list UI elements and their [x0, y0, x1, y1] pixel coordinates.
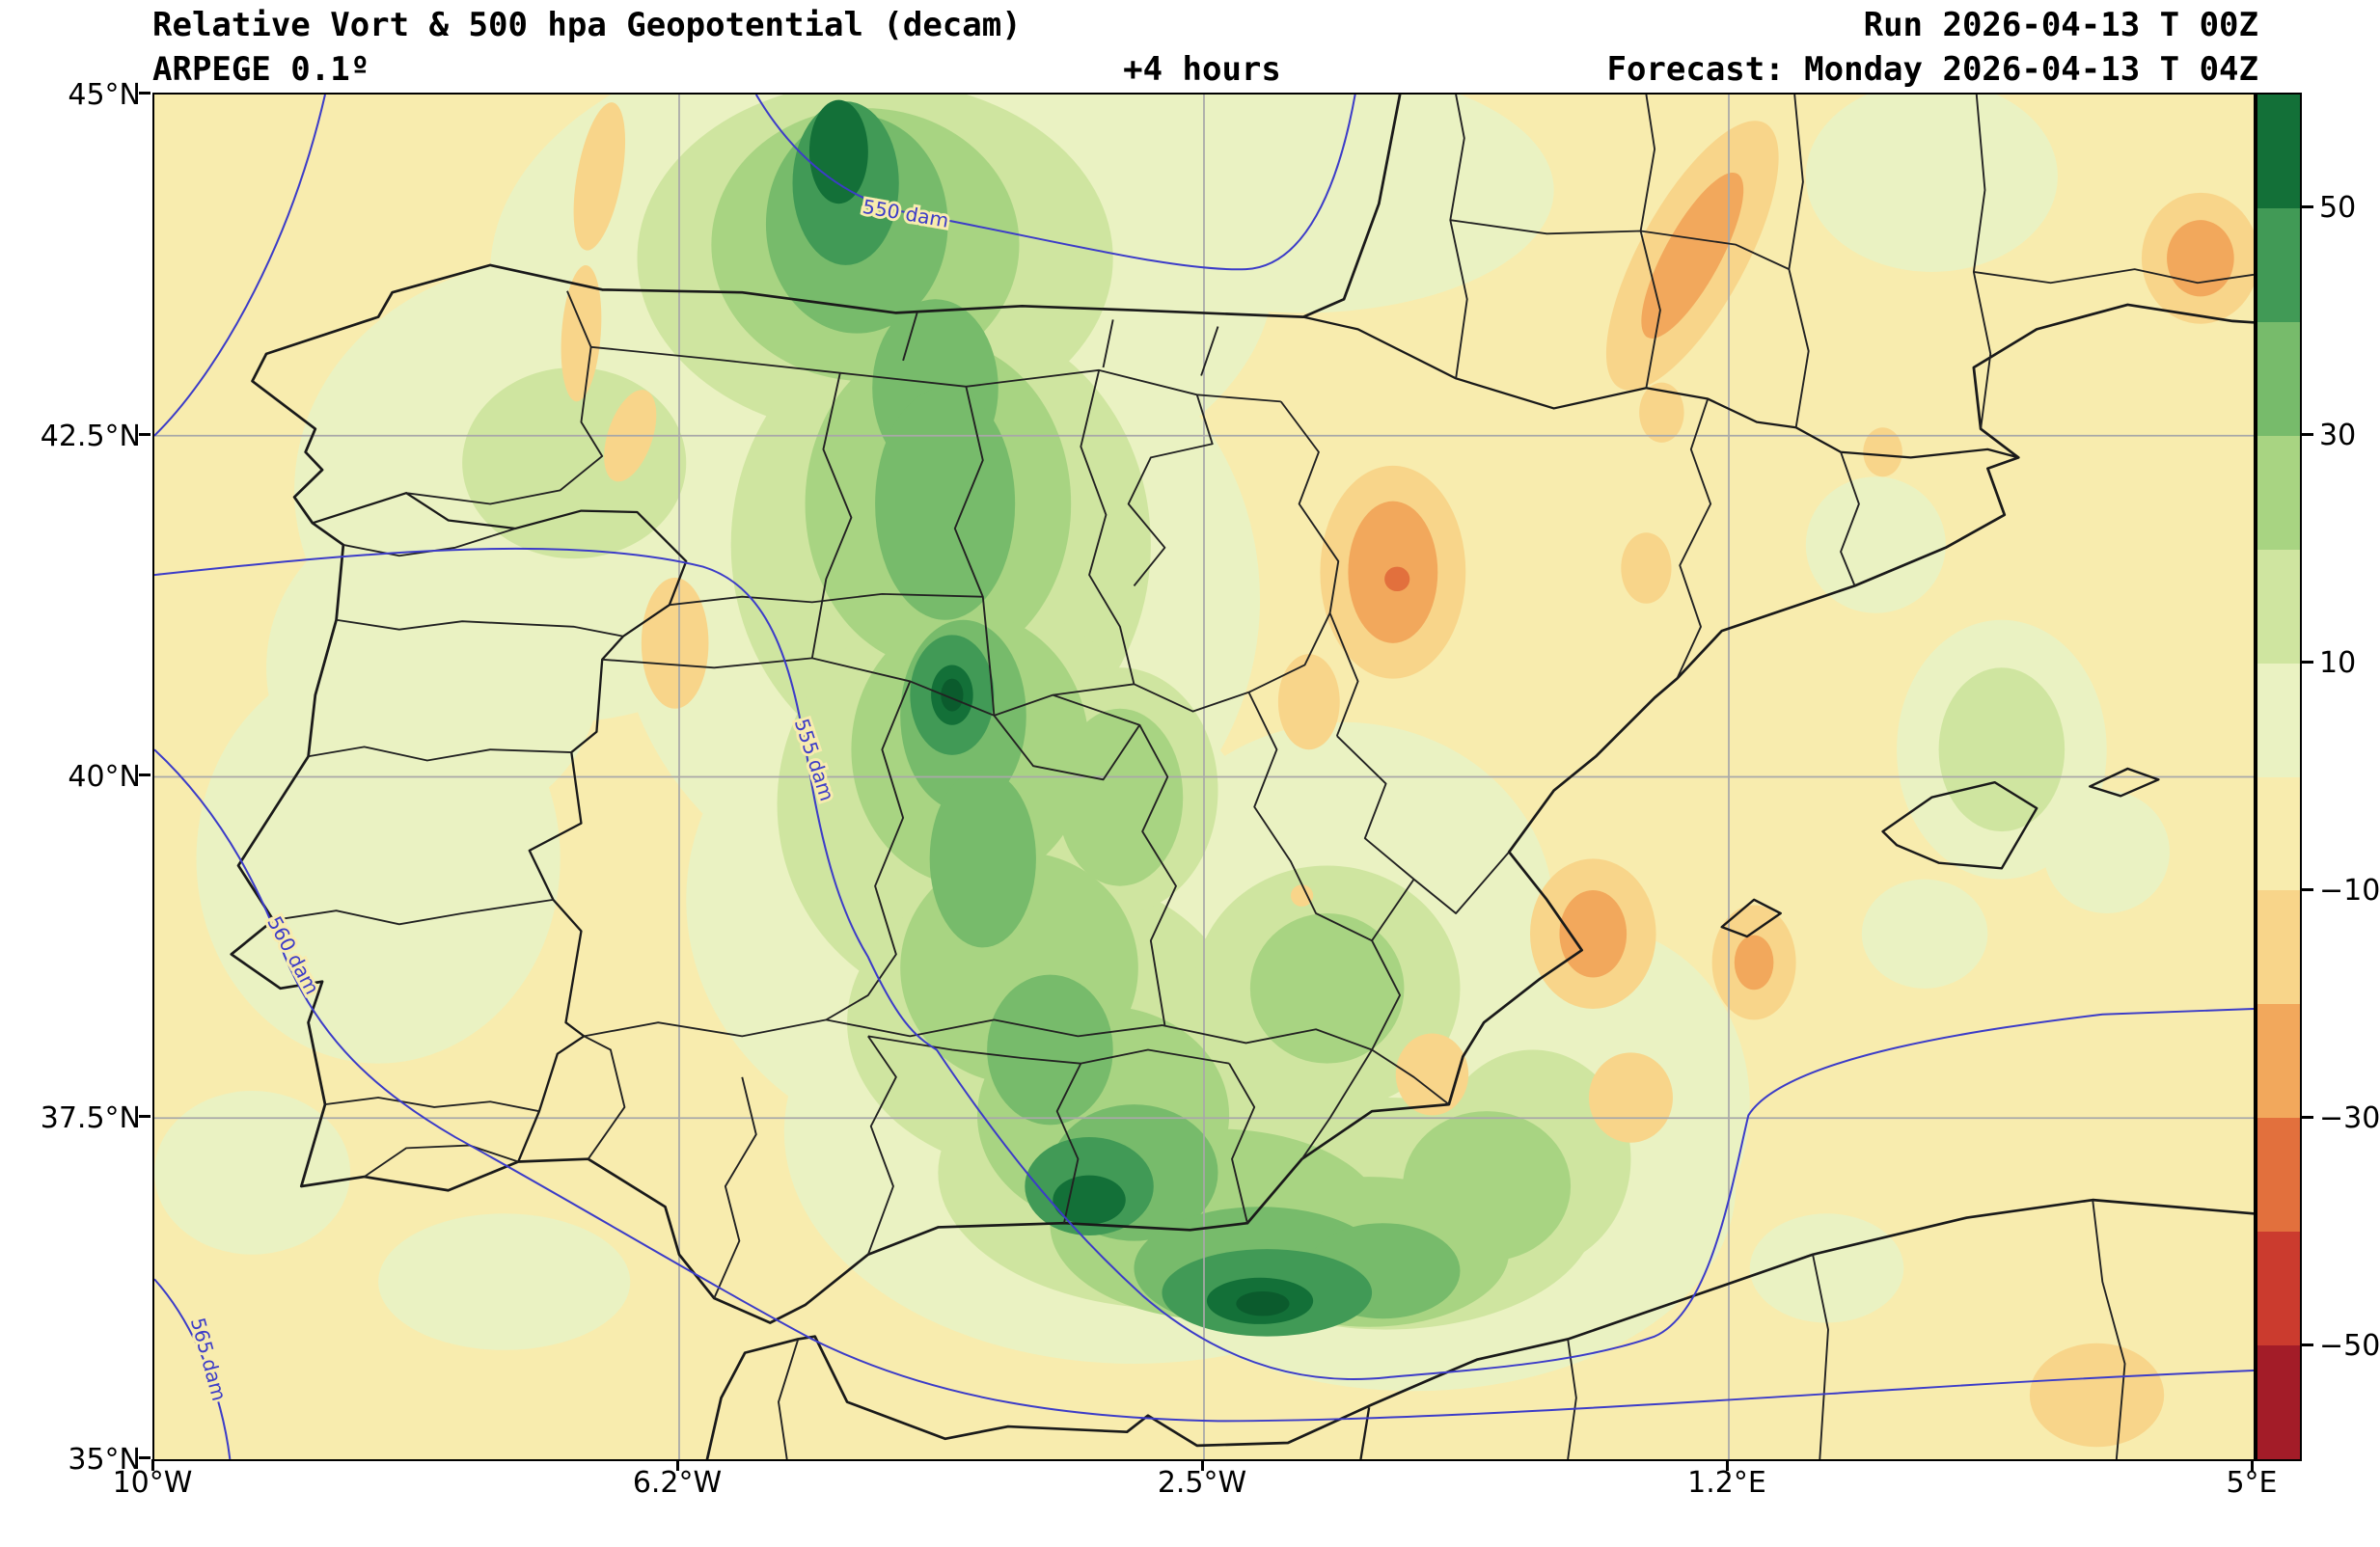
colorbar-tick — [2302, 661, 2313, 664]
axis-tick — [151, 1459, 154, 1471]
lon-tick-label: 5°E — [2226, 1466, 2278, 1500]
colorbar-segment — [2257, 1004, 2300, 1119]
border-portugal-spain — [312, 492, 688, 1162]
contour-550 — [754, 95, 1356, 271]
colorbar-tick-label: −50 — [2319, 1329, 2380, 1363]
contour-label-565: 565 dam — [186, 1316, 232, 1403]
lat-tick-label: 35°N — [68, 1443, 141, 1477]
colorbar-tick-label: 10 — [2319, 646, 2357, 680]
axis-tick — [139, 92, 150, 95]
axis-tick — [2251, 1459, 2254, 1471]
lat-tick-label: 37.5°N — [40, 1101, 141, 1135]
gridlines — [154, 95, 2254, 1459]
contour-560 — [154, 748, 2254, 1423]
colorbar-segment — [2257, 1345, 2300, 1460]
axis-tick — [676, 1459, 679, 1471]
colorbar-segment — [2257, 435, 2300, 550]
lat-tick-label: 45°N — [68, 78, 141, 112]
contour-545 — [154, 95, 326, 437]
colorbar-tick-label: −10 — [2319, 874, 2380, 908]
province-borders — [273, 95, 2254, 1459]
border-morocco-algeria — [1359, 1407, 1371, 1459]
island-mallorca — [1881, 780, 2038, 870]
axis-tick — [1201, 1459, 1204, 1471]
vorticity-min-spot — [1384, 566, 1410, 592]
colorbar-tick — [2302, 1116, 2313, 1119]
lon-tick-label: 10°W — [112, 1466, 193, 1500]
coastline-iberia-france — [230, 95, 2254, 1324]
vorticity-fill-layer — [154, 95, 2254, 1448]
colorbar-segment — [2257, 95, 2300, 208]
forecast-label: Forecast: Monday 2026-04-13 T 04Z — [1606, 50, 2258, 89]
chart-title: Relative Vort & 500 hpa Geopotential (de… — [152, 6, 1022, 44]
colorbar-segment — [2257, 549, 2300, 664]
colorbar-segment — [2257, 1118, 2300, 1233]
colorbar-segment — [2257, 321, 2300, 436]
contour-565 — [154, 1278, 232, 1459]
island-ibiza — [1720, 898, 1782, 938]
colorbar-tick-label: 30 — [2319, 419, 2357, 452]
run-label: Run 2026-04-13 T 00Z — [1863, 6, 2258, 44]
colorbar-tick-label: −30 — [2319, 1101, 2380, 1135]
lon-tick-label: 6.2°W — [632, 1466, 723, 1500]
country-borders — [312, 315, 2019, 1459]
axis-tick — [139, 433, 150, 436]
model-label: ARPEGE 0.1º — [152, 50, 370, 89]
coastlines — [230, 95, 2254, 1459]
border-spain-france — [1302, 315, 2019, 459]
lon-tick-label: 2.5°W — [1157, 1466, 1247, 1500]
lon-tick-label: 1.2°E — [1687, 1466, 1766, 1500]
negative-vorticity-blobs — [561, 102, 2254, 1448]
colorbar-segment — [2257, 1232, 2300, 1346]
colorbar — [2256, 93, 2302, 1461]
axis-tick — [139, 1456, 150, 1459]
colorbar-segment — [2257, 890, 2300, 1005]
island-menorca — [2089, 767, 2160, 798]
geopotential-contours — [154, 95, 2254, 1459]
coastline-north-africa — [705, 1198, 2254, 1459]
colorbar-tick — [2302, 1343, 2313, 1346]
colorbar-segment — [2257, 207, 2300, 322]
colorbar-segment — [2257, 663, 2300, 777]
axis-tick — [139, 774, 150, 776]
lat-tick-label: 40°N — [68, 760, 141, 794]
colorbar-tick — [2302, 888, 2313, 891]
lat-tick-label: 42.5°N — [40, 420, 141, 453]
colorbar-tick-label: 50 — [2319, 191, 2357, 225]
lead-time-label: +4 hours — [1123, 50, 1281, 89]
axis-tick — [139, 1115, 150, 1118]
map-plot: 550 dam 555 dam 560 dam 565 dam — [152, 93, 2256, 1461]
colorbar-tick — [2302, 205, 2313, 208]
contour-555 — [154, 547, 2254, 1380]
axis-tick — [1726, 1459, 1729, 1471]
colorbar-segment — [2257, 776, 2300, 891]
colorbar-tick — [2302, 433, 2313, 436]
